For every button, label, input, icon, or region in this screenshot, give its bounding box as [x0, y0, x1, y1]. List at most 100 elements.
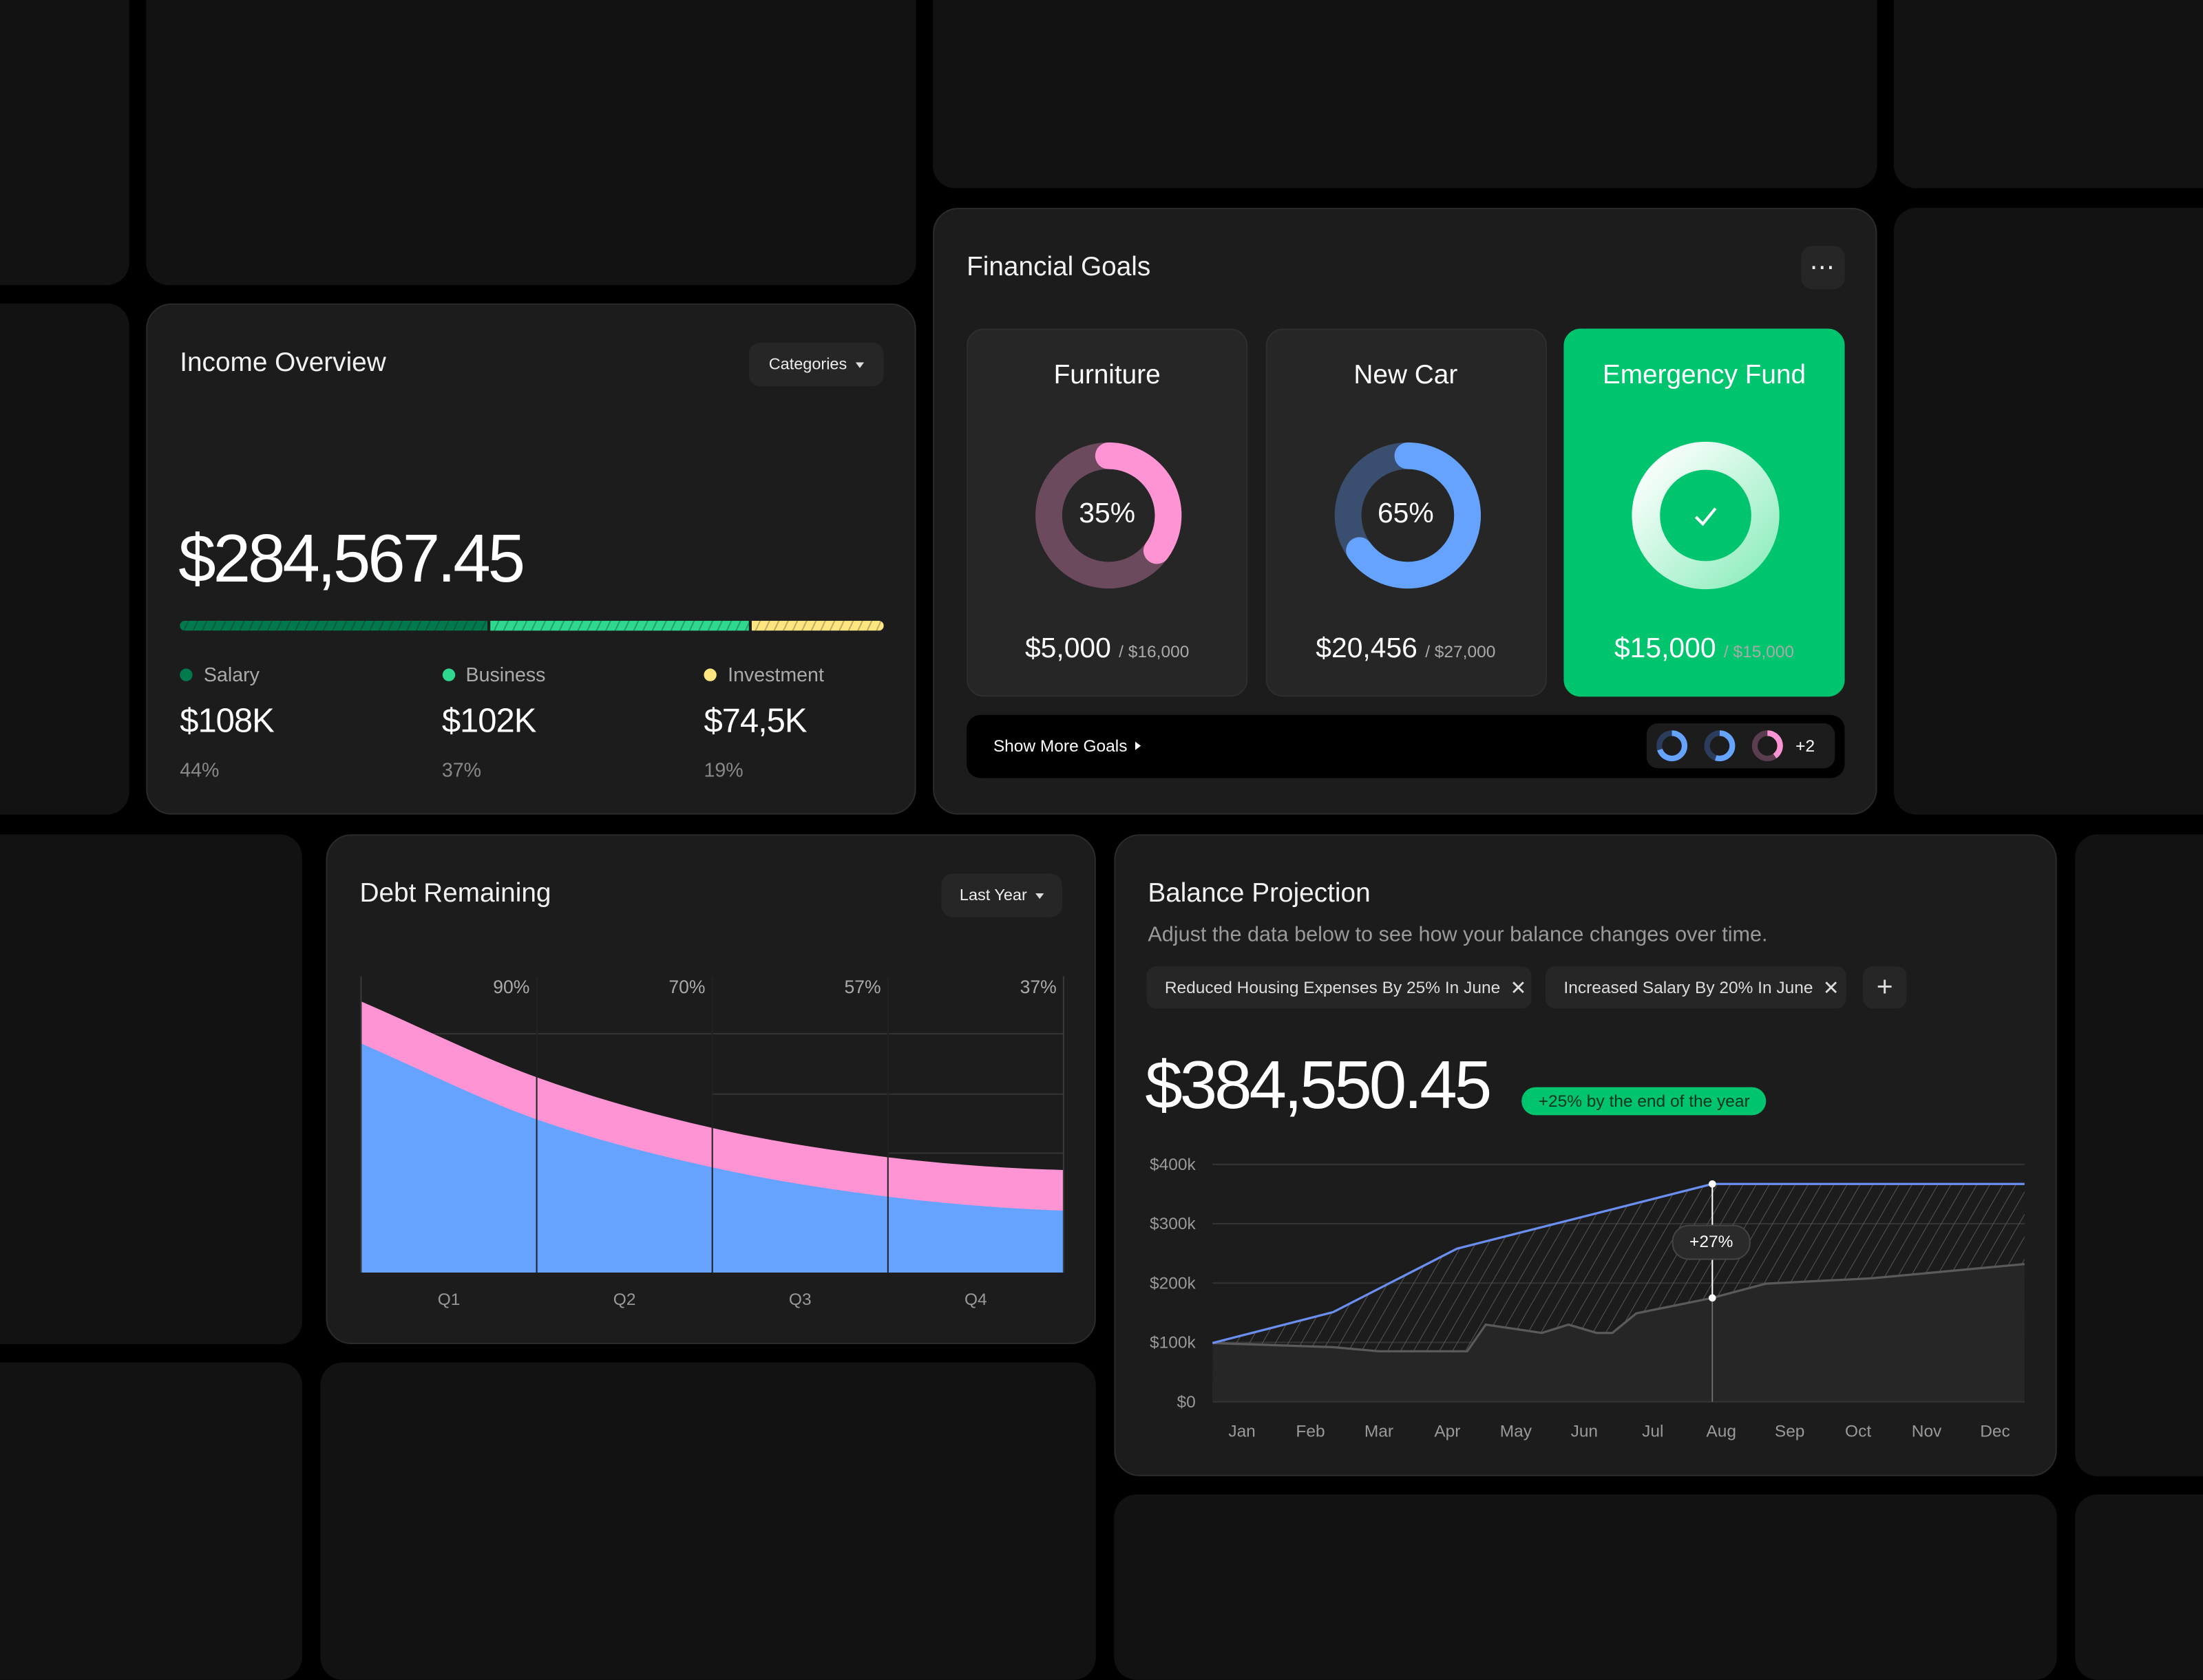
x-tick-label: Jun — [1571, 1423, 1598, 1441]
background-tile — [933, 0, 1877, 189]
ellipsis-icon: ⋯ — [1809, 253, 1837, 281]
x-tick-label: Q1 — [438, 1290, 461, 1309]
y-tick-label: $100k — [1150, 1334, 1196, 1352]
donut-fill — [1632, 441, 1780, 590]
background-tile — [1114, 1494, 2057, 1680]
background-tile — [320, 1362, 1096, 1680]
x-tick-label: Mar — [1364, 1423, 1393, 1441]
projection-gap-area — [1212, 1184, 2025, 1352]
x-tick-label: Q4 — [965, 1290, 987, 1309]
x-tick-label: Q3 — [789, 1290, 812, 1309]
mini-goal-donuts — [1656, 730, 1783, 762]
category-value: $102K — [441, 702, 537, 741]
donut-fill — [1334, 442, 1480, 589]
background-tile — [1893, 208, 2203, 815]
scenario-chip[interactable]: Increased Salary By 20% In June ✕ — [1545, 966, 1846, 1009]
goal-name: New Car — [1353, 361, 1458, 391]
goal-progress-donut — [1632, 441, 1780, 590]
category-percent: 37% — [441, 758, 482, 781]
goal-saved: $5,000 — [1024, 633, 1111, 665]
goal-card-new-car[interactable]: New Car 65% $20,456 / $27,000 — [1265, 328, 1546, 697]
income-segment-investment — [750, 621, 884, 631]
extra-goals-count: +2 — [1795, 736, 1815, 756]
legend-label: Salary — [203, 663, 260, 685]
legend-label: Investment — [728, 663, 824, 685]
goal-progress-donut — [1035, 442, 1182, 589]
link-label: Show More Goals — [993, 736, 1128, 756]
point-projected[interactable] — [1708, 1180, 1716, 1188]
period-dropdown[interactable]: Last Year — [941, 873, 1062, 917]
income-segment-business — [489, 621, 748, 631]
card-subtitle: Adjust the data below to see how your ba… — [1148, 922, 1768, 947]
background-tile — [1893, 0, 2203, 189]
show-more-goals-bar[interactable]: Show More Goals +2 — [967, 714, 1845, 778]
goal-card-emergency-fund[interactable]: Emergency Fund $15,000 / $15,000 — [1563, 328, 1845, 697]
legend-label: Business — [465, 663, 546, 685]
line-projected — [1212, 1182, 2025, 1344]
card-title: Balance Projection — [1148, 879, 1371, 909]
background-tile — [146, 0, 916, 286]
financial-goals-card: Financial Goals ⋯ Furniture 35% $5,000 / $… — [933, 208, 1877, 815]
growth-badge: +25% by the end of the year — [1521, 1087, 1767, 1116]
card-title: Financial Goals — [967, 253, 1151, 283]
remove-icon[interactable]: ✕ — [1822, 975, 1840, 998]
quarter-percent-label: 37% — [1020, 977, 1057, 997]
legend-item: Business — [441, 663, 546, 685]
goal-target: / $27,000 — [1425, 641, 1496, 662]
y-tick-label: $0 — [1177, 1393, 1196, 1412]
quarter-percent-label: 90% — [493, 977, 529, 997]
x-tick-label: Dec — [1980, 1423, 2010, 1441]
point-current[interactable] — [1708, 1294, 1716, 1302]
caret-down-icon — [855, 361, 864, 368]
x-tick-label: Aug — [1706, 1423, 1736, 1441]
check-icon — [1694, 507, 1717, 527]
goal-avatars: +2 — [1646, 723, 1835, 769]
income-total: $284,567.45 — [178, 522, 525, 597]
goal-name: Furniture — [1053, 361, 1161, 391]
x-tick-label: Apr — [1434, 1423, 1460, 1441]
income-breakdown-bar — [180, 621, 884, 631]
goal-saved: $20,456 — [1316, 633, 1417, 665]
goal-percent: 65% — [1377, 498, 1434, 530]
goal-amount: $15,000 / $15,000 — [1565, 633, 1843, 666]
background-tile — [2075, 1494, 2203, 1680]
difference-tooltip: +27% — [1672, 1224, 1751, 1260]
current-area — [1212, 1264, 2025, 1402]
goal-name: Emergency Fund — [1602, 361, 1806, 391]
x-tick-label: Oct — [1845, 1423, 1871, 1441]
x-tick-label: Feb — [1296, 1423, 1325, 1441]
goal-target: / $15,000 — [1723, 641, 1795, 662]
card-title: Income Overview — [180, 348, 386, 378]
chip-label: Increased Salary By 20% In June — [1563, 977, 1813, 997]
caret-down-icon — [1035, 892, 1044, 899]
goal-card-furniture[interactable]: Furniture 35% $5,000 / $16,000 — [967, 328, 1248, 697]
goal-target: / $16,000 — [1119, 641, 1190, 662]
category-value: $108K — [180, 702, 275, 741]
card-title: Debt Remaining — [359, 879, 551, 909]
line-current — [1212, 1263, 2025, 1353]
x-tick-label: Jan — [1228, 1423, 1255, 1441]
plus-icon: + — [1876, 971, 1893, 1003]
income-overview-card: Income Overview Categories $284,567.45 S… — [146, 303, 916, 815]
background-tile — [0, 303, 129, 815]
more-options-button[interactable]: ⋯ — [1801, 246, 1845, 290]
background-tile — [2075, 834, 2203, 1476]
scenario-chip[interactable]: Reduced Housing Expenses By 25% In June … — [1146, 966, 1532, 1009]
goal-amount: $20,456 / $27,000 — [1267, 633, 1545, 666]
remove-icon[interactable]: ✕ — [1510, 975, 1527, 998]
y-tick-label: $200k — [1150, 1274, 1196, 1293]
add-scenario-button[interactable]: + — [1863, 966, 1907, 1009]
show-more-goals-link[interactable]: Show More Goals — [993, 736, 1141, 756]
x-tick-label: Q2 — [613, 1290, 636, 1309]
goal-percent: 35% — [1079, 498, 1135, 530]
goal-saved: $15,000 — [1614, 633, 1716, 665]
dropdown-label: Categories — [768, 356, 847, 373]
category-value: $74,5K — [704, 702, 807, 741]
legend-dot-icon — [704, 668, 717, 681]
background-tile — [0, 1362, 302, 1680]
categories-dropdown[interactable]: Categories — [748, 342, 884, 387]
background-tile — [0, 834, 302, 1345]
